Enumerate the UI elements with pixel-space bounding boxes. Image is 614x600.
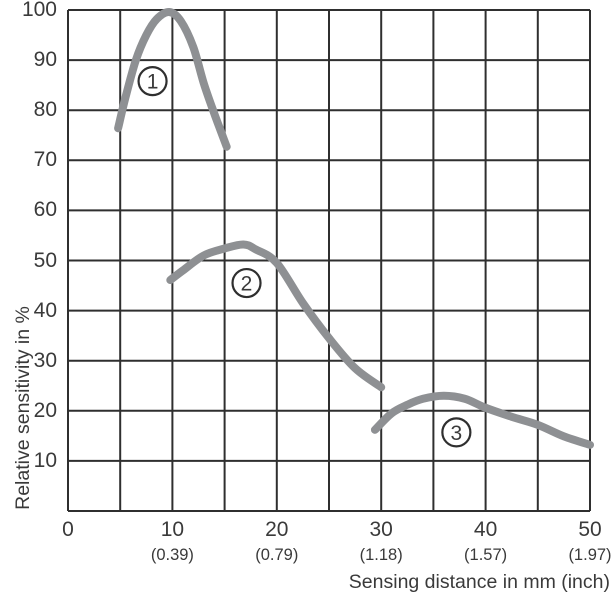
x-tick-label-inch: (1.97) bbox=[568, 546, 612, 564]
x-tick-label-mm: 40 bbox=[473, 518, 498, 541]
y-tick-label: 80 bbox=[33, 98, 57, 122]
x-tick-label-inch: (0.39) bbox=[150, 546, 194, 564]
y-tick-label: 10 bbox=[33, 448, 57, 472]
y-tick-label: 20 bbox=[33, 398, 57, 422]
x-axis-title: Sensing distance in mm (inch) bbox=[348, 571, 610, 593]
y-tick-label: 90 bbox=[33, 48, 57, 72]
x-tick-label-inch: (1.18) bbox=[359, 546, 403, 564]
circled-number-text: 3 bbox=[451, 422, 463, 445]
x-tick-label-mm: 30 bbox=[369, 518, 393, 541]
curve-3 bbox=[370, 391, 594, 449]
circled-number-text: 1 bbox=[147, 71, 159, 94]
x-tick-label-mm: 50 bbox=[578, 518, 602, 541]
y-tick-label: 100 bbox=[21, 0, 57, 21]
circled-number-outline bbox=[441, 417, 472, 448]
curve-1 bbox=[114, 8, 231, 151]
x-tick-label-inch: (1.57) bbox=[464, 546, 508, 564]
circled-number-text: 2 bbox=[241, 273, 253, 296]
y-tick-label: 50 bbox=[33, 248, 57, 272]
y-tick-label: 70 bbox=[33, 148, 57, 172]
x-tick-label-mm: 10 bbox=[160, 518, 185, 541]
curve-1-marker: 1 bbox=[137, 66, 168, 97]
x-tick-label-mm: 20 bbox=[265, 518, 289, 541]
circled-number-outline bbox=[137, 66, 168, 97]
y-axis-title: Relative sensitivity in % bbox=[12, 306, 34, 510]
y-tick-label: 30 bbox=[33, 348, 57, 372]
circled-number-outline bbox=[231, 267, 262, 299]
y-tick-label: 40 bbox=[33, 298, 57, 322]
curve-2 bbox=[166, 240, 386, 392]
curve-2-marker: 2 bbox=[231, 267, 262, 299]
y-tick-label: 60 bbox=[33, 198, 57, 222]
x-tick-label-mm: 0 bbox=[62, 518, 74, 541]
curve-3-marker: 3 bbox=[441, 417, 472, 448]
x-tick-label-inch: (0.79) bbox=[255, 546, 299, 564]
